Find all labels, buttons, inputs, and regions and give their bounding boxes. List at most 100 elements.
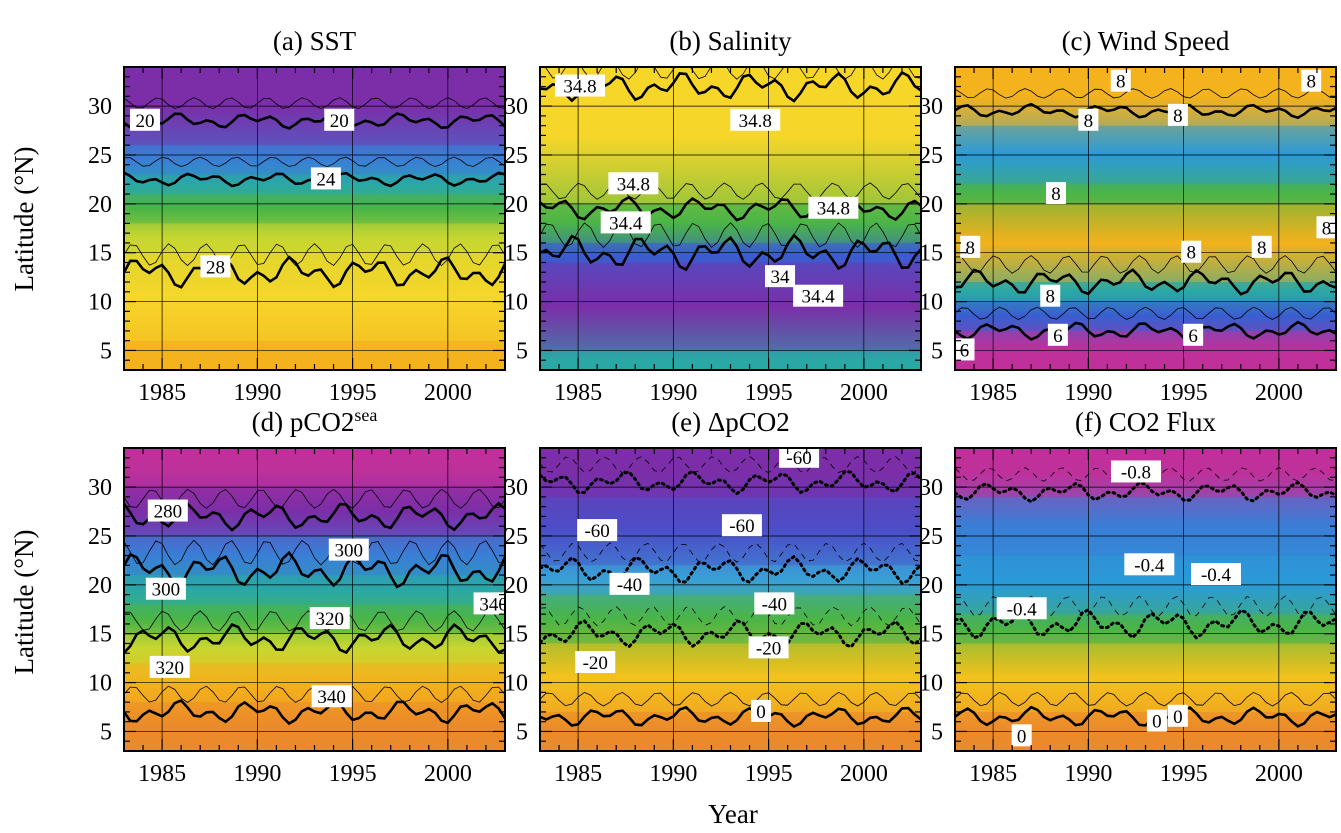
contour-label: 24 (310, 167, 341, 190)
contour-label: -40 (609, 572, 650, 596)
x-tick-label: 1995 (1160, 761, 1208, 787)
contour-label-text: -40 (617, 575, 642, 596)
panel-title-a: (a) SST (273, 26, 357, 56)
contour-label: -40 (754, 592, 795, 615)
plot-area-f: -0.8-0.4-0.4 -0.400 0 (955, 448, 1336, 751)
contour-label-text: 8 (1186, 243, 1196, 264)
contour-line-minor (955, 88, 1336, 99)
contour-label-box (311, 685, 352, 708)
contour-label-text: 0 (1017, 726, 1027, 747)
contour-label-text: -0.8 (1121, 462, 1151, 483)
x-tick-label: 1985 (138, 380, 186, 406)
contour-label-text: 6 (1188, 326, 1198, 347)
y-tick-label: 10 (88, 290, 112, 316)
y-tick-label: 25 (504, 524, 528, 550)
contour-line-minor (955, 306, 1336, 320)
contour-label-text: -0.4 (1007, 599, 1038, 620)
color-band (124, 448, 505, 488)
x-tick-label: 1995 (329, 380, 377, 406)
contour-label-box (955, 338, 975, 361)
contour-label-box (779, 448, 820, 468)
contour-label-text: 8 (1306, 72, 1316, 93)
panel-title-b: (b) Salinity (669, 26, 792, 56)
contour-label-text: -60 (786, 448, 811, 469)
y-tick-label: 30 (919, 475, 943, 501)
contour-label-text: 280 (154, 502, 183, 523)
contour-label-text: -40 (762, 594, 787, 615)
contour-line (955, 268, 1336, 296)
contour-label-text: 340 (317, 687, 346, 708)
contour-line-minor (124, 243, 505, 267)
contour-label: 280 (147, 499, 188, 523)
panel-title-f: (f) CO2 Flux (1075, 407, 1217, 437)
panel-title-c: (c) Wind Speed (1062, 26, 1230, 56)
contour-line (955, 102, 1336, 120)
contour-label-box (149, 655, 190, 678)
y-tick-label: 30 (504, 94, 528, 120)
contour-label-text: 8 (965, 238, 975, 259)
y-tick-label: 25 (88, 524, 112, 550)
contour-label-box (129, 108, 160, 131)
y-tick-label: 20 (504, 573, 528, 599)
contour-label: 320 (309, 607, 350, 630)
contour-label: 8 (1045, 182, 1066, 205)
contour-line (540, 705, 921, 729)
contour-label: 320 (149, 655, 190, 679)
contour-label-box (1181, 240, 1202, 263)
y-tick-label: 25 (88, 143, 112, 169)
contour-label-box (1167, 103, 1188, 126)
color-band (540, 262, 921, 351)
y-tick-label: 25 (919, 143, 943, 169)
contour-line-minor (955, 255, 1336, 274)
contour-label: 8 (1181, 240, 1202, 264)
x-tick-label: 1990 (649, 761, 697, 787)
heatmap-field (124, 67, 505, 370)
y-axis-label-top: Latitude (°N) (9, 147, 39, 292)
contour-line-minor (124, 488, 505, 509)
y-tick-label: 20 (919, 573, 943, 599)
plot-area-a: 20 20 24 28 (124, 67, 505, 370)
contour-label-text: 8 (1051, 184, 1061, 205)
contour-label-box (1190, 563, 1241, 586)
contour-label-box (200, 255, 231, 278)
panel-title-prefix: (d) (252, 407, 290, 437)
panel-title-main: CO2 Flux (1109, 407, 1217, 437)
x-tick-label: 1985 (138, 761, 186, 787)
y-tick-label: 5 (516, 338, 528, 364)
x-tick-label: 2000 (424, 380, 472, 406)
contour-label-text: 0 (756, 702, 766, 723)
y-tick-label: 10 (919, 290, 943, 316)
contour-label-text: 340 (479, 594, 508, 615)
contour-label-text: 0 (1173, 707, 1183, 728)
contour-label-text: 20 (330, 111, 349, 132)
contour-label-text: -0.4 (1134, 555, 1165, 576)
contour-label: 8 (1251, 235, 1272, 259)
contour-label-box (808, 196, 859, 219)
y-tick-label: 20 (919, 192, 943, 218)
x-tick-label: 1990 (1064, 380, 1112, 406)
contour-label-text: 34.8 (617, 174, 650, 195)
contour-line (955, 705, 1336, 728)
contour-label: 8 (1078, 108, 1099, 132)
contour-label: 8 (960, 235, 981, 259)
y-tick-label: 15 (504, 622, 528, 648)
contour-label-box (750, 699, 771, 722)
plot-area-d: 280 300 300 320 320 340 340 (124, 448, 508, 751)
x-tick-label: 1995 (329, 761, 377, 787)
panel-title-e: (e) ΔpCO2 (671, 407, 790, 437)
contour-label-box (1251, 235, 1272, 258)
contour-label: -0.8 (1110, 460, 1161, 483)
contour-label-box (1045, 182, 1066, 205)
contour-label-box (1124, 553, 1175, 576)
contour-label: 34.8 (730, 108, 781, 132)
contour-label-box (765, 265, 796, 288)
contour-label: -0.4 (1190, 563, 1241, 586)
contour-label-box (609, 572, 650, 595)
contour-label-box (1301, 69, 1322, 92)
contour-label-text: 300 (335, 541, 364, 562)
contour-label: -20 (575, 651, 616, 674)
contour-label-box (1183, 323, 1204, 346)
